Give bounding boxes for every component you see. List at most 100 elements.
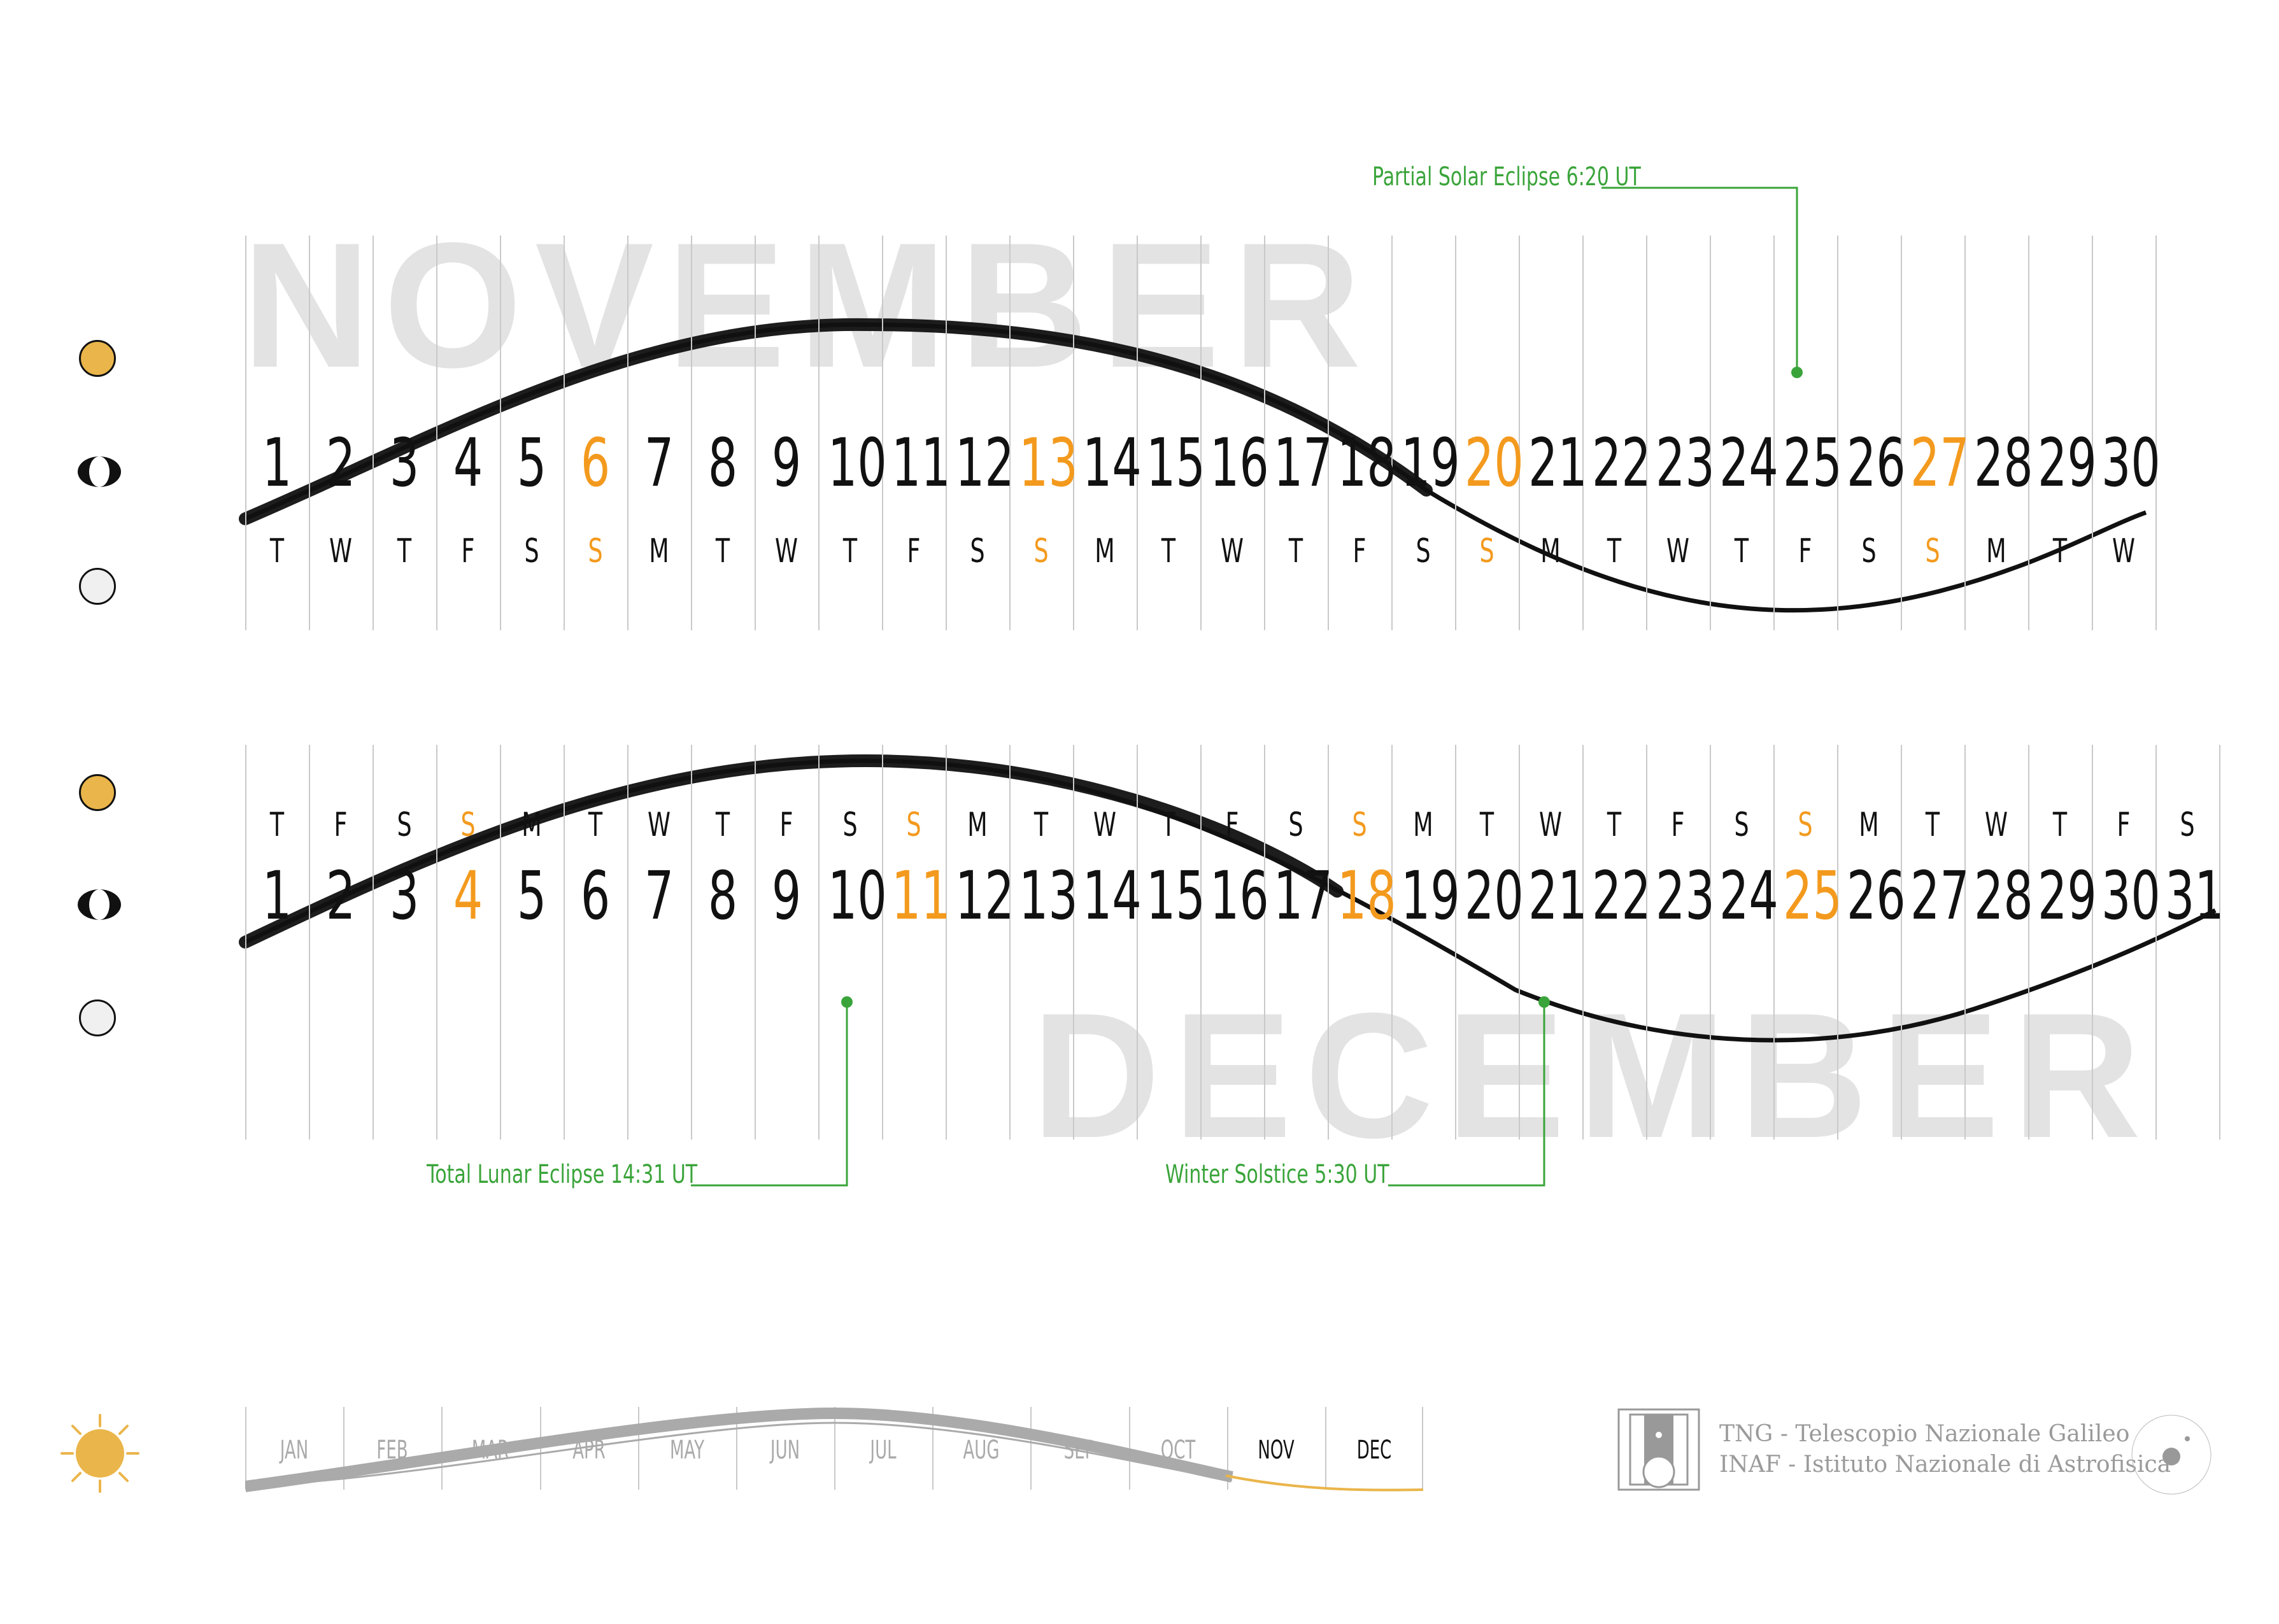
grid-line [1837,745,1838,1140]
weekday-label: S [397,806,412,844]
day-number: 13 [1019,857,1078,935]
grid-line [691,236,692,630]
weekday-label: S [1288,806,1303,844]
grid-line [755,236,756,630]
weekday-label: T [1734,532,1749,570]
day-number: 1 [262,857,292,935]
day-number: 18 [1337,857,1396,935]
weekday-label: F [1225,806,1239,844]
day-number: 11 [891,424,951,502]
day-number: 24 [1719,424,1778,502]
grid-line [373,236,374,630]
day-number: 19 [1401,424,1460,502]
solar-eclipse-leader [1601,187,1803,378]
weekday-label: M [967,806,988,844]
weekday-label: F [1352,532,1367,570]
weekday-label: T [588,806,603,844]
weekday-label: T [1033,806,1049,844]
weekday-label: T [397,532,412,570]
grid-line [2092,236,2093,630]
weekday-label: W [1220,532,1244,570]
grid-line [1519,236,1520,630]
day-number: 6 [580,857,611,935]
weekday-label: W [1538,806,1562,844]
november-section: NOVEMBER Partial Solar Eclipse 6:20 UT [0,0,2279,637]
year-grid-line [834,1407,835,1490]
org-line-2: INAF - Istituto Nazionale di Astrofisica [1719,1451,2171,1478]
year-month-label: JUL [870,1436,897,1465]
weekday-label: S [1352,806,1367,844]
day-number: 6 [580,424,611,502]
grid-line [1582,745,1584,1140]
weekday-label: T [715,532,730,570]
grid-line [1773,745,1775,1140]
day-number: 26 [1847,424,1906,502]
inaf-seal [2124,1407,2219,1506]
grid-line [1073,236,1074,630]
year-grid-line [1128,1407,1130,1490]
day-number: 14 [1083,424,1142,502]
quarter-moon-icon [76,888,122,924]
day-number: 25 [1783,857,1842,935]
grid-line [1328,745,1329,1140]
day-number: 30 [2101,857,2161,935]
weekday-label: T [1161,532,1176,570]
year-grid-line [1226,1407,1228,1490]
grid-line [691,745,692,1140]
day-number: 3 [389,424,420,502]
grid-line [436,745,437,1140]
day-number: 2 [325,424,356,502]
day-number: 1 [262,424,292,502]
grid-line [2219,745,2220,1140]
weekday-label: T [2052,806,2068,844]
year-month-label: AUG [963,1436,1000,1465]
day-number: 8 [707,857,738,935]
weekday-label: W [774,532,798,570]
grid-line [946,745,947,1140]
org-line-1: TNG - Telescopio Nazionale Galileo [1719,1421,2130,1447]
grid-line [1137,745,1138,1140]
day-number: 21 [1528,857,1587,935]
year-grid-line [1324,1407,1326,1490]
grid-line [818,236,820,630]
weekday-label: S [1925,532,1940,570]
day-number: 3 [389,857,420,935]
grid-line [245,745,246,1140]
day-number: 7 [644,857,674,935]
grid-line [1646,745,1647,1140]
grid-line [1009,745,1011,1140]
day-number: 27 [1910,424,1970,502]
day-number: 19 [1401,857,1460,935]
lunar-eclipse-label: Total Lunar Eclipse 14:31 UT [427,1160,698,1189]
day-number: 26 [1847,857,1906,935]
full-moon-icon [79,774,116,811]
weekday-label: T [269,806,285,844]
year-month-label: NOV [1258,1436,1295,1465]
year-sun-curve [245,1407,1423,1492]
grid-line [1328,236,1329,630]
day-number: 23 [1656,424,1715,502]
day-number: 25 [1783,424,1842,502]
weekday-label: S [842,806,858,844]
grid-line [1009,236,1011,630]
day-number: 17 [1274,857,1333,935]
grid-line [882,745,883,1140]
weekday-label: F [334,806,348,844]
day-number: 15 [1146,857,1205,935]
day-number: 22 [1592,857,1651,935]
weekday-label: M [522,806,542,844]
grid-line [882,236,883,630]
grid-line [1646,236,1647,630]
grid-line [1137,236,1138,630]
weekday-label: W [329,532,352,570]
quarter-moon-icon [76,455,122,491]
weekday-label: T [1607,806,1622,844]
day-number: 8 [707,424,738,502]
grid-line [1901,745,1902,1140]
weekday-label: T [2052,532,2068,570]
grid-line [1200,745,1202,1140]
grid-line [1710,236,1711,630]
grid-line [1837,236,1838,630]
weekday-label: S [460,806,476,844]
grid-line [755,745,756,1140]
